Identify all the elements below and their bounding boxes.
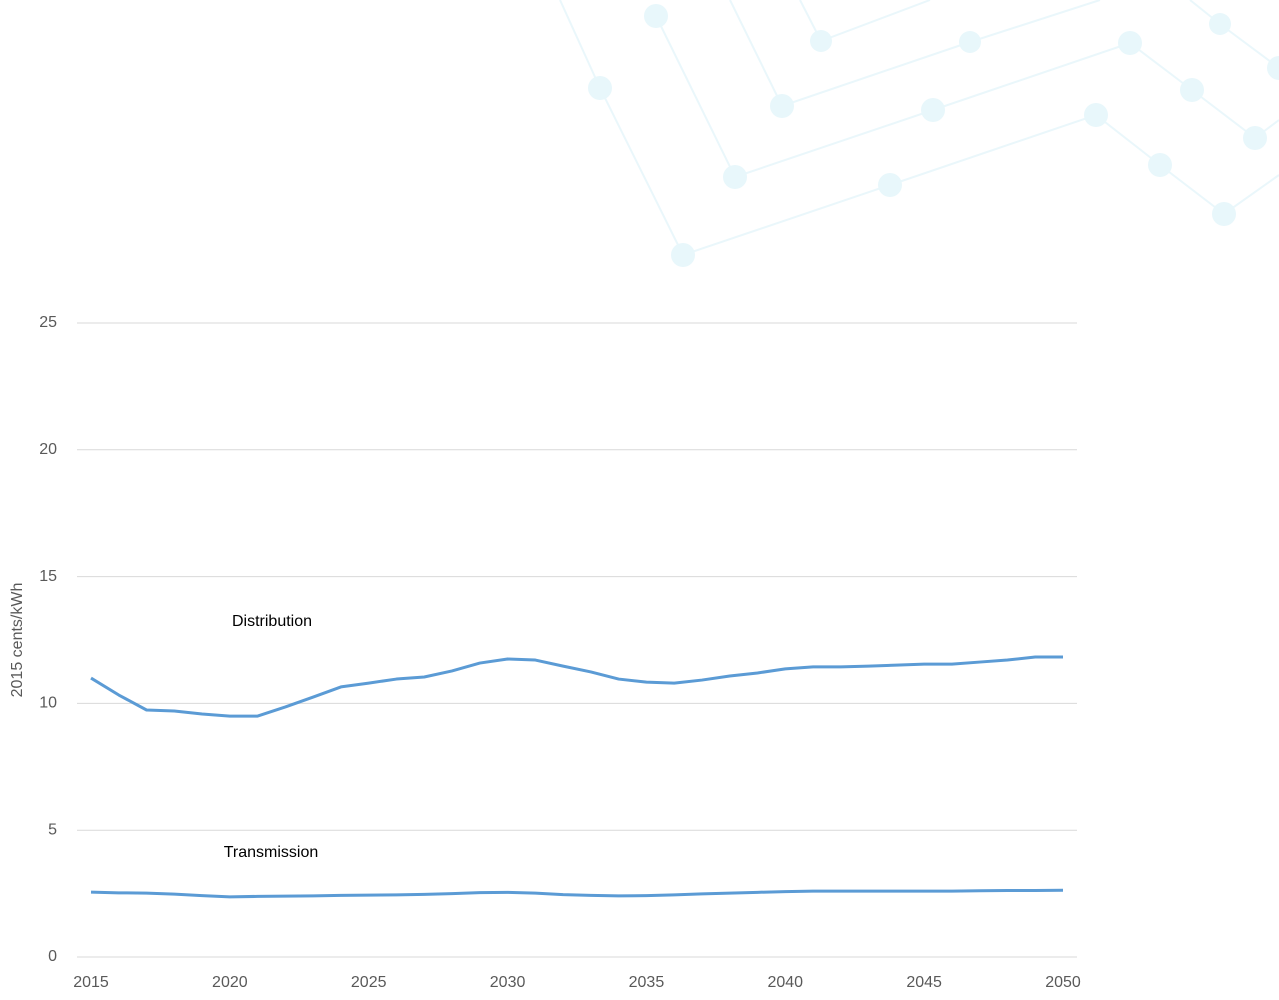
series-label: Distribution — [232, 613, 312, 630]
x-tick-label: 2035 — [629, 974, 665, 991]
y-tick-label: 20 — [39, 441, 57, 458]
y-tick-label: 0 — [48, 948, 57, 965]
line-series — [90, 655, 1063, 718]
y-tick-label: 15 — [39, 568, 57, 585]
y-tick-label: 25 — [39, 314, 57, 331]
x-tick-label: 2020 — [212, 974, 248, 991]
y-tick-label: 10 — [39, 695, 57, 712]
x-tick-label: 2015 — [73, 974, 109, 991]
x-tick-label: 2025 — [351, 974, 387, 991]
y-tick-label: 5 — [48, 821, 57, 838]
background-decoration — [559, 0, 1279, 267]
x-tick-label: 2040 — [767, 974, 803, 991]
x-tick-label: 2030 — [490, 974, 526, 991]
x-tick-label: 2045 — [906, 974, 942, 991]
y-axis-title: 2015 cents/kWh — [9, 583, 26, 698]
x-tick-label: 2050 — [1045, 974, 1081, 991]
series-label: Transmission — [224, 844, 319, 861]
line-series — [90, 888, 1064, 899]
